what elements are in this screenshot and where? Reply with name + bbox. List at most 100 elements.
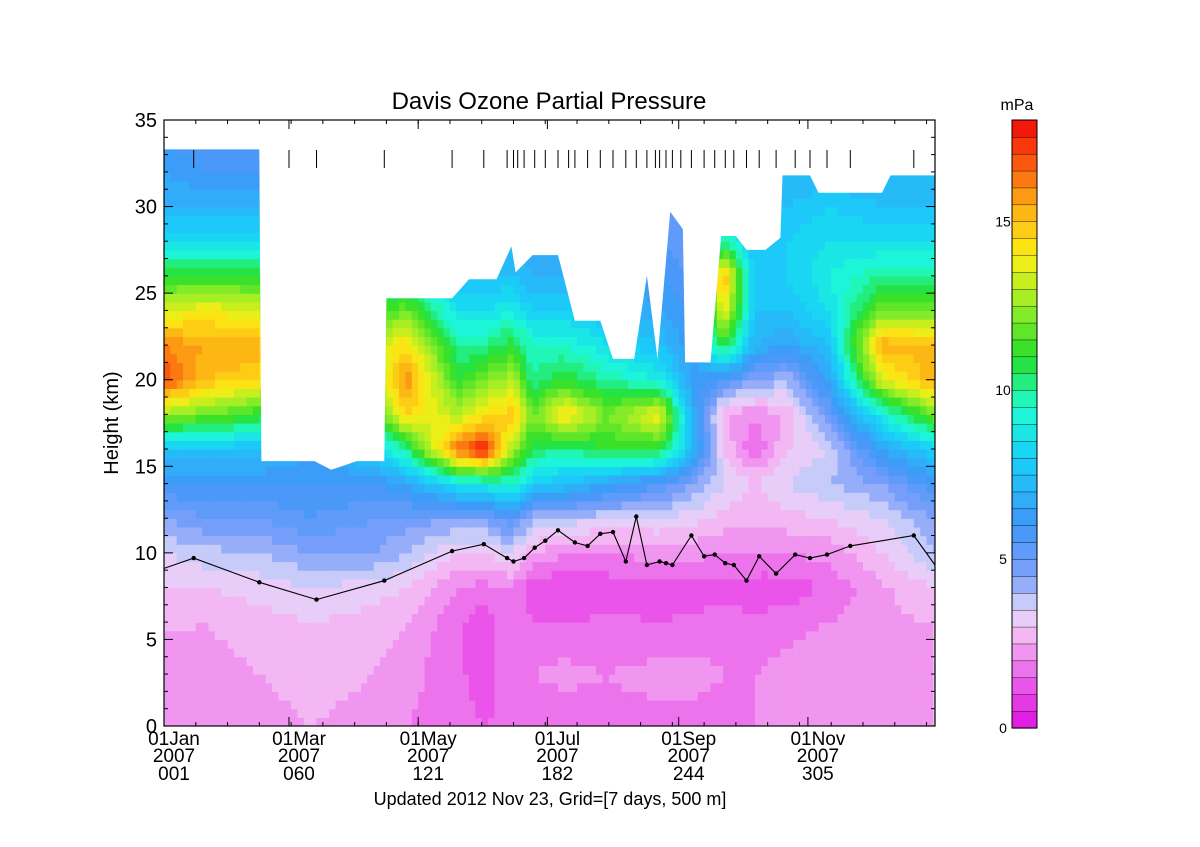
heatmap-cell xyxy=(526,596,534,606)
heatmap-cell xyxy=(545,327,553,338)
heatmap-cell xyxy=(170,284,178,294)
heatmap-cell xyxy=(583,345,591,355)
heatmap-cell xyxy=(596,526,604,537)
heatmap-cell xyxy=(557,604,565,615)
heatmap-cell xyxy=(602,665,610,675)
heatmap-cell xyxy=(348,587,356,597)
heatmap-cell xyxy=(564,613,572,623)
heatmap-cell xyxy=(456,648,464,658)
heatmap-cell xyxy=(545,457,553,467)
heatmap-cell xyxy=(335,509,343,519)
heatmap-cell xyxy=(297,587,305,597)
heatmap-cell xyxy=(519,405,527,415)
heatmap-cell xyxy=(348,630,356,641)
heatmap-cell xyxy=(227,232,235,242)
heatmap-cell xyxy=(526,379,534,389)
heatmap-cell xyxy=(494,700,502,710)
heatmap-cell xyxy=(551,613,559,623)
heatmap-cell xyxy=(202,570,210,580)
heatmap-cell xyxy=(564,353,572,363)
heatmap-cell xyxy=(367,500,375,511)
heatmap-cell xyxy=(596,336,604,346)
heatmap-cell xyxy=(252,578,260,589)
heatmap-cell xyxy=(532,466,540,476)
heatmap-cell xyxy=(475,414,483,424)
heatmap-cell xyxy=(596,466,604,476)
heatmap-cell xyxy=(392,613,400,623)
heatmap-cell xyxy=(176,405,184,415)
heatmap-cell xyxy=(570,665,578,675)
heatmap-cell xyxy=(424,310,432,320)
heatmap-cell xyxy=(233,284,241,294)
heatmap-cell xyxy=(221,275,229,286)
heatmap-cell xyxy=(189,518,197,528)
heatmap-cell xyxy=(405,674,413,684)
heatmap-cell xyxy=(233,674,241,684)
heatmap-cell xyxy=(240,509,248,519)
heatmap-cell xyxy=(500,509,508,519)
heatmap-cell xyxy=(475,656,483,666)
heatmap-cell xyxy=(538,310,546,320)
heatmap-cell xyxy=(354,457,362,467)
heatmap-cell xyxy=(443,596,451,606)
heatmap-cell xyxy=(551,509,559,519)
heatmap-cell xyxy=(202,691,210,701)
heatmap-cell xyxy=(227,249,235,260)
heatmap-cell xyxy=(272,639,279,649)
heatmap-cell xyxy=(316,622,324,632)
heatmap-cell xyxy=(532,405,540,415)
heatmap-cell xyxy=(233,613,241,623)
heatmap-cell xyxy=(538,648,546,658)
heatmap-cell xyxy=(183,682,191,692)
heatmap-cell xyxy=(310,570,318,580)
heatmap-cell xyxy=(233,457,241,467)
heatmap-cell xyxy=(259,518,267,528)
heatmap-cell xyxy=(233,431,241,441)
heatmap-cell xyxy=(316,570,324,580)
heatmap-cell xyxy=(252,440,260,450)
heatmap-cell xyxy=(246,535,254,545)
heatmap-cell xyxy=(513,587,521,597)
heatmap-cell xyxy=(443,648,451,658)
heatmap-cell xyxy=(532,431,540,441)
heatmap-cell xyxy=(291,691,299,701)
heatmap-cell xyxy=(316,500,324,511)
heatmap-cell xyxy=(456,483,464,493)
heatmap-cell xyxy=(424,466,432,476)
heatmap-cell xyxy=(195,431,203,441)
heatmap-cell xyxy=(513,448,521,459)
heatmap-cell xyxy=(462,596,470,606)
heatmap-cell xyxy=(583,587,591,597)
heatmap-cell xyxy=(189,284,197,294)
heatmap-cell xyxy=(329,639,337,649)
heatmap-cell xyxy=(475,596,483,606)
heatmap-cell xyxy=(208,379,216,389)
heatmap-cell xyxy=(430,440,438,450)
heatmap-cell xyxy=(462,301,470,312)
heatmap-cell xyxy=(303,596,311,606)
heatmap-cell xyxy=(392,474,400,485)
heatmap-cell xyxy=(577,474,584,485)
heatmap-cell xyxy=(443,345,451,355)
heatmap-cell xyxy=(183,656,191,666)
heatmap-cell xyxy=(507,362,515,372)
heatmap-cell xyxy=(208,310,216,320)
heatmap-cell xyxy=(424,674,432,684)
heatmap-cell xyxy=(233,197,241,208)
heatmap-cell xyxy=(538,379,546,389)
heatmap-cell xyxy=(227,483,235,493)
heatmap-cell xyxy=(449,414,457,424)
heatmap-cell xyxy=(608,700,616,710)
heatmap-cell xyxy=(545,388,553,398)
heatmap-cell xyxy=(354,570,362,580)
heatmap-cell xyxy=(164,622,171,632)
heatmap-cell xyxy=(615,604,623,615)
heatmap-cell xyxy=(411,388,419,398)
heatmap-cell xyxy=(418,492,426,502)
heatmap-cell xyxy=(532,552,540,563)
heatmap-cell xyxy=(437,561,445,571)
heatmap-cell xyxy=(233,371,241,381)
heatmap-cell xyxy=(456,682,464,692)
heatmap-cell xyxy=(322,682,330,692)
heatmap-cell xyxy=(227,189,235,199)
